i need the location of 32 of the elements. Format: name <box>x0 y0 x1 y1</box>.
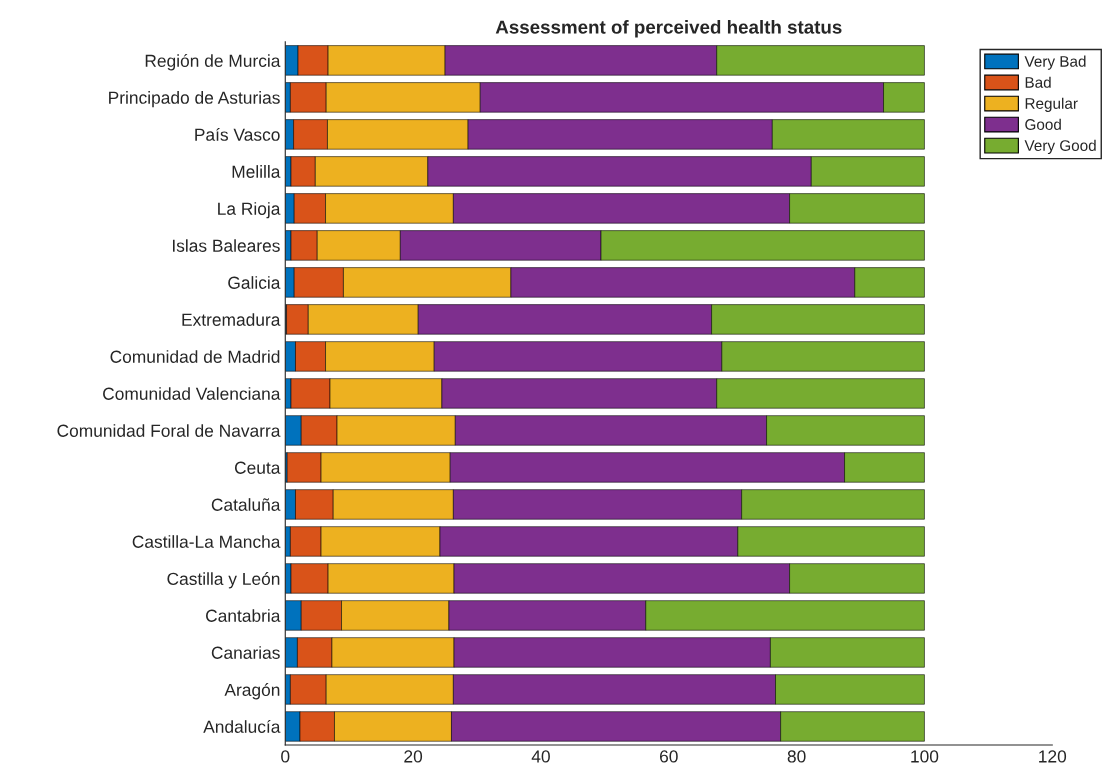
y-tick-label: Cantabria <box>206 609 281 622</box>
y-tick-label: Extremadura <box>182 313 281 326</box>
legend-label: Regular <box>1025 97 1078 112</box>
y-tick-label: La Rioja <box>218 202 281 219</box>
legend-label: Bad <box>1025 76 1051 88</box>
y-tick-label: Aragón <box>224 683 280 700</box>
x-tick-label: 60 <box>660 750 678 763</box>
y-tick-label: Andalucía <box>203 719 281 733</box>
x-tick-label: 120 <box>1039 750 1067 763</box>
x-tick-label: 100 <box>911 750 939 763</box>
x-tick-label: 80 <box>787 750 806 763</box>
y-tick-label: Cataluña <box>211 498 281 511</box>
y-tick-label: Castilla y León <box>167 572 280 589</box>
x-tick-label: 0 <box>281 750 290 763</box>
y-tick-label: Melilla <box>232 165 281 178</box>
y-tick-label: Galicia <box>228 276 281 289</box>
y-tick-label: Comunidad de Madrid <box>110 350 280 363</box>
y-tick-label: Principado de Asturias <box>109 91 280 108</box>
x-tick-label: 40 <box>531 750 550 763</box>
y-tick-label: Comunidad Foral de Navarra <box>57 424 281 437</box>
x-tick-label: 20 <box>404 750 423 763</box>
y-tick-label: Canarias <box>211 646 280 659</box>
y-tick-label: Castilla-La Mancha <box>132 535 281 548</box>
y-tick-label: Región de Murcia <box>145 54 281 71</box>
legend-label: Good <box>1025 118 1061 130</box>
y-tick-label: País Vasco <box>195 127 280 141</box>
legend-label: Very Good <box>1024 139 1096 154</box>
y-tick-label: Comunidad Valenciana <box>103 387 281 400</box>
y-tick-label: Islas Baleares <box>172 239 280 252</box>
legend-label: Very Bad <box>1024 55 1086 70</box>
chart-title: Assessment of perceived health status <box>495 19 842 38</box>
y-tick-label: Ceuta <box>234 461 281 474</box>
